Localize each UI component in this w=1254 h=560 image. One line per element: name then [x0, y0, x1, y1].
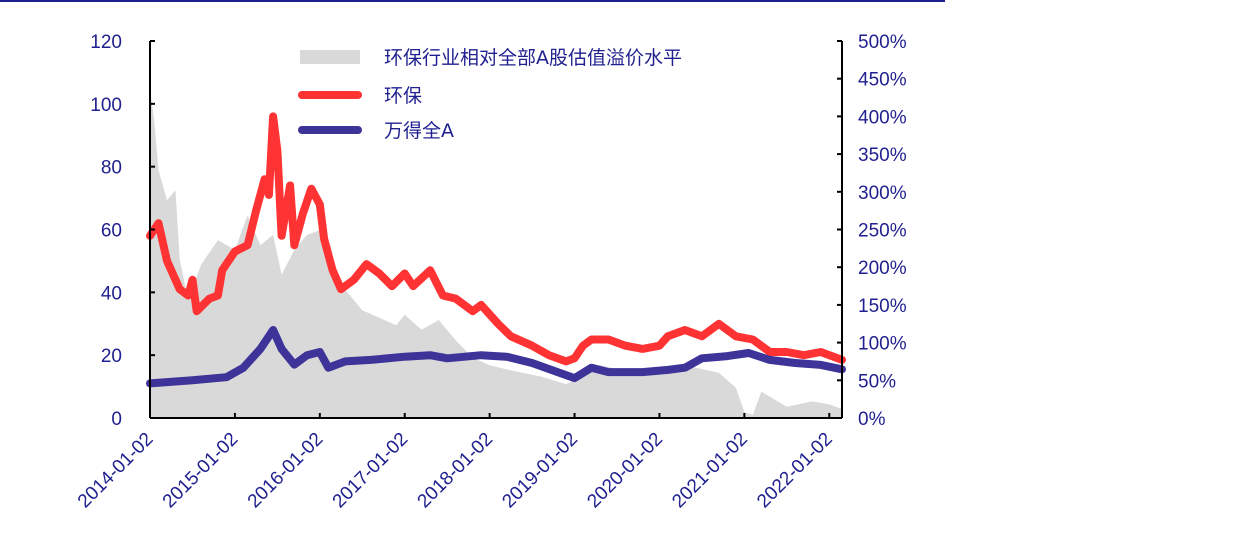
legend-swatch-premium: [300, 50, 360, 64]
right-tick-label: 50%: [858, 371, 896, 392]
right-tick-label: 200%: [858, 258, 907, 279]
legend-label-wind-all-a: 万得全A: [384, 120, 454, 142]
right-tick-label: 100%: [858, 334, 907, 355]
legend-label-huanbao: 环保: [384, 85, 422, 107]
left-tick-label: 80: [101, 158, 122, 179]
series-line-wind-all-a: [146, 326, 846, 388]
top-rule: [0, 0, 945, 2]
series-area-premium: [150, 90, 842, 418]
x-tick-label: 2021-01-02: [668, 429, 752, 513]
x-tick-label: 2014-01-02: [74, 429, 158, 513]
x-tick-label: 2017-01-02: [329, 429, 413, 513]
x-tick-label: 2016-01-02: [244, 429, 328, 513]
right-tick-label: 250%: [858, 221, 907, 242]
x-tick-label: 2018-01-02: [414, 429, 498, 513]
right-tick-label: 350%: [858, 145, 907, 166]
left-tick-label: 100: [90, 95, 122, 116]
right-tick-label: 500%: [858, 32, 907, 53]
left-tick-label: 40: [101, 283, 122, 304]
left-tick-label: 120: [90, 32, 122, 53]
right-tick-label: 450%: [858, 70, 907, 91]
legend: 环保行业相对全部A股估值溢价水平 环保 万得全A: [298, 47, 682, 142]
x-tick-label: 2015-01-02: [159, 429, 243, 513]
x-tick-label: 2020-01-02: [583, 429, 667, 513]
left-tick-label: 60: [101, 221, 122, 242]
right-tick-label: 0%: [858, 409, 886, 430]
legend-label-premium: 环保行业相对全部A股估值溢价水平: [384, 47, 682, 69]
right-tick-label: 400%: [858, 107, 907, 128]
left-tick-label: 20: [101, 346, 122, 367]
series-line-huanbao: [146, 112, 846, 366]
x-tick-label: 2022-01-02: [753, 429, 837, 513]
right-tick-label: 300%: [858, 183, 907, 204]
right-tick-label: 150%: [858, 296, 907, 317]
x-tick-label: 2019-01-02: [498, 429, 582, 513]
left-tick-label: 0: [111, 409, 122, 430]
